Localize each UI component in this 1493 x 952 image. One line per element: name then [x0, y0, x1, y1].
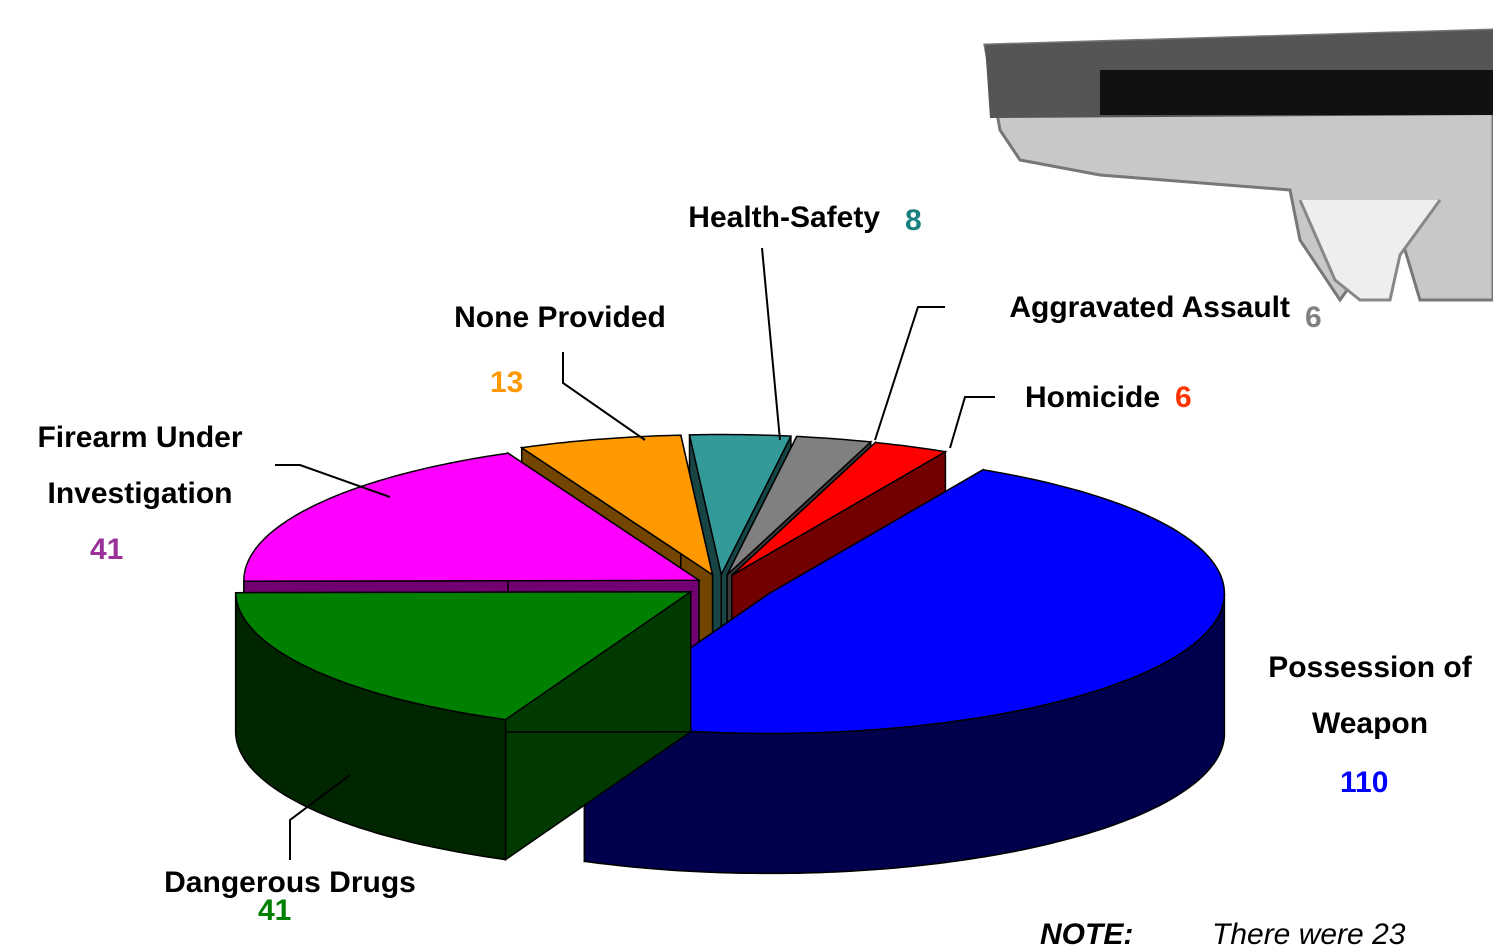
- value-label: 41: [90, 533, 124, 566]
- slice-label: Aggravated Assault: [1009, 291, 1290, 324]
- value-label: 110: [1340, 766, 1389, 799]
- slice-label: Possession of Weapon: [1268, 651, 1472, 740]
- leader-line: [761, 247, 781, 441]
- value-label: 6: [1305, 301, 1322, 334]
- value-label: 6: [1175, 381, 1192, 414]
- slice: [731, 441, 948, 576]
- pistol-illustration: [983, 28, 1493, 303]
- leader-line: [275, 464, 391, 498]
- slice: [519, 434, 714, 577]
- slice: [243, 452, 702, 583]
- value-label: 41: [258, 894, 292, 927]
- slice-label: Health-Safety: [688, 201, 880, 234]
- slice: [582, 469, 1226, 735]
- note-text: There were 23: [1212, 918, 1406, 951]
- leader-line: [874, 306, 945, 441]
- slice-label: Firearm Under Investigation: [37, 421, 243, 510]
- value-label: 8: [905, 204, 922, 237]
- slice-label: None Provided: [454, 301, 666, 334]
- leader-line: [949, 396, 995, 449]
- slice: [726, 435, 873, 576]
- slice-label: Dangerous Drugs: [164, 866, 416, 899]
- note-label: NOTE:: [1040, 918, 1134, 951]
- slice-label: Homicide: [1024, 381, 1160, 414]
- slice: [234, 590, 694, 721]
- value-label: 13: [490, 366, 524, 399]
- leader-line: [562, 352, 646, 441]
- leader-line: [289, 774, 351, 860]
